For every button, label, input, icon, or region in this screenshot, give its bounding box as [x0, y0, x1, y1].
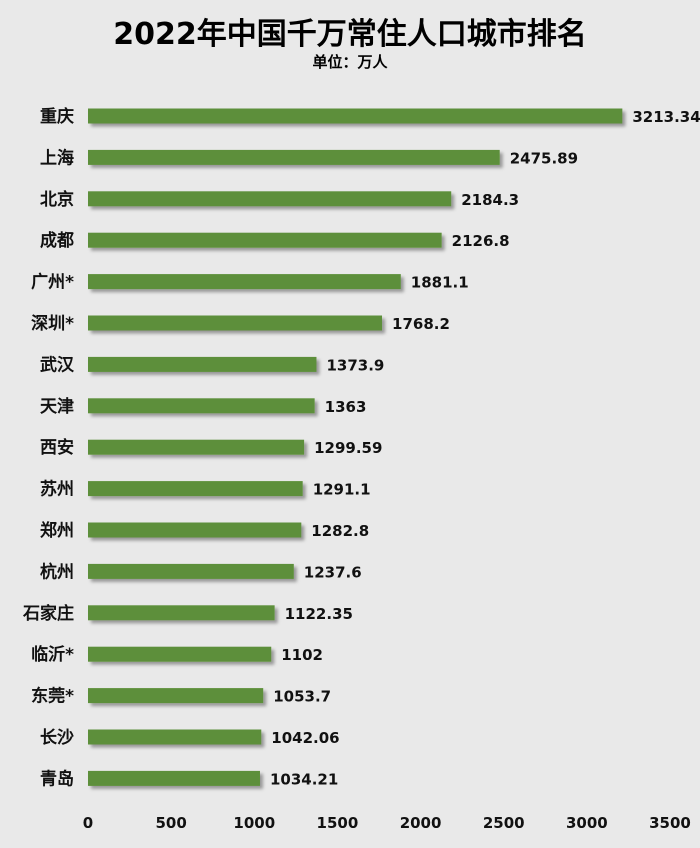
value-label: 1122.35 [285, 605, 353, 623]
category-label: 东莞* [31, 686, 74, 707]
value-label: 1881.1 [411, 274, 469, 292]
bar [88, 398, 315, 414]
bar [88, 646, 272, 662]
category-label: 长沙 [40, 727, 74, 748]
bar [88, 605, 275, 621]
value-label: 2126.8 [452, 232, 510, 250]
x-tick-label: 2000 [400, 814, 442, 832]
category-label: 上海 [40, 147, 74, 168]
value-label: 3213.34 [632, 108, 700, 126]
value-label: 1053.7 [273, 688, 331, 706]
category-label: 青岛 [40, 768, 74, 789]
bar [88, 356, 317, 372]
category-label: 杭州 [40, 561, 74, 582]
bar [88, 191, 452, 207]
value-label: 1282.8 [311, 522, 369, 540]
category-label: 广州* [31, 272, 74, 293]
category-label: 郑州 [40, 520, 74, 541]
value-labels: 3213.34 2475.89 2184.3 2126.8 1881.1 1768.2 13… [270, 108, 700, 788]
bars-group [88, 108, 623, 786]
x-tick-label: 3000 [566, 814, 608, 832]
category-label: 西安 [40, 437, 74, 458]
value-label: 2184.3 [461, 191, 519, 209]
category-label: 成都 [40, 230, 74, 251]
x-tick-label: 500 [155, 814, 186, 832]
category-label: 石家庄 [22, 603, 74, 624]
bar [88, 315, 383, 331]
category-label: 北京 [40, 189, 74, 210]
category-label: 深圳* [31, 313, 74, 334]
chart-subtitle: 单位：万人 [312, 53, 388, 71]
x-tick-label: 2500 [483, 814, 525, 832]
value-label: 1042.06 [271, 729, 339, 747]
x-axis-ticks: 0 500 1000 1500 2000 2500 3000 3500 [83, 814, 691, 832]
bar [88, 108, 623, 124]
bar [88, 274, 401, 290]
bar [88, 688, 264, 704]
category-label: 重庆 [40, 106, 74, 127]
bar [88, 770, 260, 786]
x-tick-label: 3500 [649, 814, 691, 832]
category-label: 天津 [40, 396, 74, 417]
x-tick-label: 0 [83, 814, 93, 832]
bar [88, 439, 305, 455]
value-label: 2475.89 [510, 149, 578, 167]
value-label: 1291.1 [313, 481, 371, 499]
value-label: 1768.2 [392, 315, 450, 333]
bar [88, 481, 303, 497]
value-label: 1299.59 [314, 439, 382, 457]
bar [88, 149, 500, 165]
category-label: 苏州 [40, 479, 74, 500]
bar [88, 563, 294, 579]
bar [88, 522, 302, 538]
value-label: 1237.6 [304, 563, 362, 581]
value-label: 1102 [281, 646, 323, 664]
x-tick-label: 1500 [317, 814, 359, 832]
value-label: 1373.9 [326, 356, 384, 374]
bar [88, 729, 262, 745]
category-label: 临沂* [31, 644, 74, 665]
x-tick-label: 1000 [233, 814, 275, 832]
category-label: 武汉 [40, 354, 75, 375]
chart-title: 2022年中国千万常住人口城市排名 [113, 17, 587, 52]
bar [88, 232, 442, 248]
value-label: 1034.21 [270, 770, 338, 788]
value-label: 1363 [325, 398, 367, 416]
